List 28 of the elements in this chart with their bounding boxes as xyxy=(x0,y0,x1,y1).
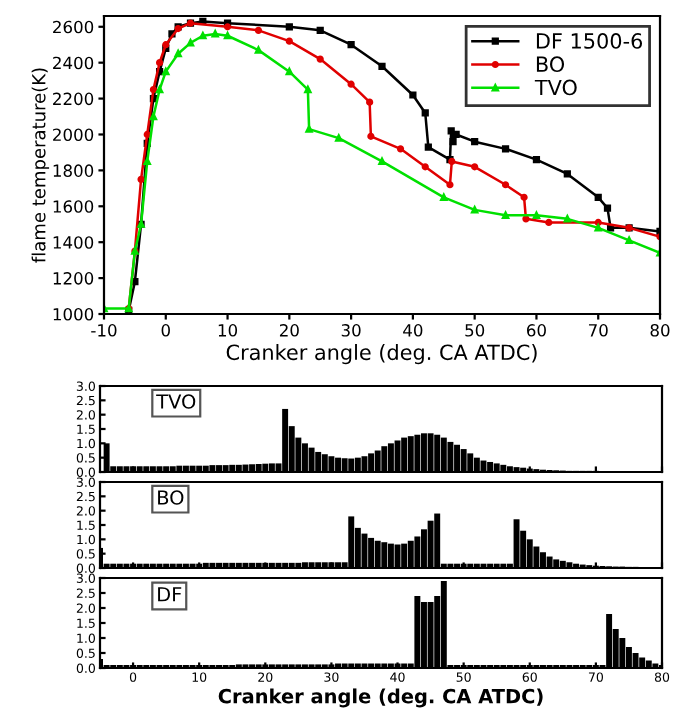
x-tick-label: 60 xyxy=(527,324,546,337)
x-tick-label: 50 xyxy=(465,324,485,337)
x-tick-label: 20 xyxy=(279,324,299,337)
x-tick-label: 30 xyxy=(341,324,361,337)
y-tick-label: 1000 xyxy=(53,307,94,321)
annotation: TVO xyxy=(156,394,196,409)
y-tick-label: 1400 xyxy=(53,236,94,249)
x-tick-label: 70 xyxy=(588,324,608,337)
legend-label: BO xyxy=(536,56,565,73)
legend-label: DF 1500-6 xyxy=(536,33,643,49)
y-tick-label: 2200 xyxy=(53,92,94,106)
y-tick-label: 2600 xyxy=(53,20,94,34)
annotation: DF xyxy=(158,587,182,602)
annotation: BO xyxy=(158,490,184,505)
x-axis-title: Cranker angle (deg. CA ATDC) xyxy=(218,688,543,708)
x-tick-label: 40 xyxy=(403,324,423,337)
y-tick-label: 2000 xyxy=(53,128,94,142)
x-tick-label: 0 xyxy=(161,324,170,337)
legend-label: TVO xyxy=(534,79,577,96)
x-tick-label: 10 xyxy=(218,324,238,337)
y-axis-title: flame temperature(K) xyxy=(31,68,50,263)
x-axis-title: Cranker angle (deg. CA ATDC) xyxy=(226,344,537,365)
y-tick-label: 1600 xyxy=(53,200,94,213)
x-tick-label: 80 xyxy=(650,324,670,337)
y-tick-label: 1800 xyxy=(53,164,94,177)
x-tick-label: -10 xyxy=(91,324,117,337)
y-tick-label: 1200 xyxy=(53,272,94,285)
y-tick-label: 2400 xyxy=(53,56,94,70)
